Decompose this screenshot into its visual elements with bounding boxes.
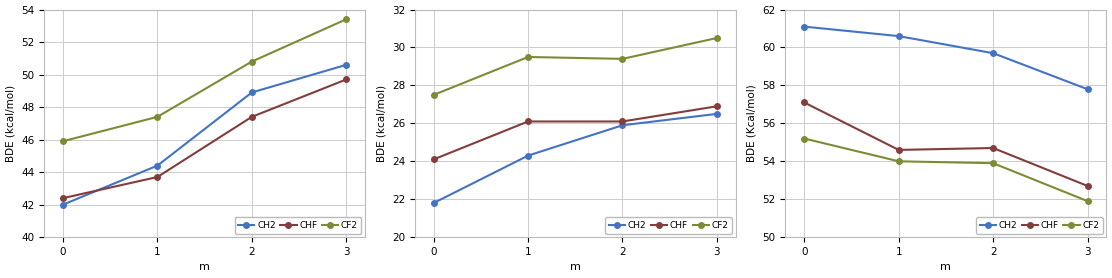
Y-axis label: BDE (Kcal/mol): BDE (Kcal/mol) <box>747 85 757 162</box>
CH2 <box>57 203 70 206</box>
CHF <box>616 120 629 123</box>
Line: CF2: CF2 <box>802 136 1091 204</box>
CHF <box>892 148 905 152</box>
CF2 <box>892 160 905 163</box>
CF2 <box>151 115 165 118</box>
Line: CH2: CH2 <box>430 111 719 206</box>
CHF <box>522 120 535 123</box>
CH2 <box>892 34 905 38</box>
CF2 <box>339 18 353 21</box>
CF2 <box>57 140 70 143</box>
Legend: CH2, CHF, CF2: CH2, CHF, CF2 <box>976 217 1103 234</box>
Legend: CH2, CHF, CF2: CH2, CHF, CF2 <box>235 217 361 234</box>
CHF <box>57 197 70 200</box>
CH2 <box>427 201 440 205</box>
CH2 <box>797 25 811 28</box>
CF2 <box>427 93 440 96</box>
CHF <box>245 115 258 118</box>
Y-axis label: BDE (kcal/mol): BDE (kcal/mol) <box>376 85 386 162</box>
CH2 <box>986 51 1000 55</box>
Line: CF2: CF2 <box>430 35 719 98</box>
CH2 <box>1081 88 1094 91</box>
Line: CH2: CH2 <box>60 62 349 207</box>
CF2 <box>711 36 724 40</box>
CHF <box>986 146 1000 150</box>
CF2 <box>245 60 258 63</box>
X-axis label: m: m <box>199 262 210 272</box>
X-axis label: m: m <box>569 262 580 272</box>
CH2 <box>616 124 629 127</box>
CH2 <box>339 63 353 66</box>
CH2 <box>245 91 258 94</box>
X-axis label: m: m <box>941 262 952 272</box>
CH2 <box>522 154 535 157</box>
CHF <box>151 175 165 179</box>
CHF <box>339 78 353 81</box>
CF2 <box>616 57 629 61</box>
Y-axis label: BDE (kcal/mol): BDE (kcal/mol) <box>6 85 16 162</box>
CF2 <box>522 55 535 59</box>
CHF <box>797 101 811 104</box>
Legend: CH2, CHF, CF2: CH2, CHF, CF2 <box>605 217 732 234</box>
CHF <box>711 105 724 108</box>
CF2 <box>1081 199 1094 203</box>
Line: CH2: CH2 <box>802 24 1091 92</box>
CF2 <box>797 137 811 140</box>
Line: CF2: CF2 <box>60 16 349 144</box>
Line: CHF: CHF <box>430 103 719 162</box>
Line: CHF: CHF <box>802 100 1091 189</box>
CH2 <box>151 164 165 167</box>
Line: CHF: CHF <box>60 77 349 201</box>
CF2 <box>986 162 1000 165</box>
CHF <box>1081 184 1094 188</box>
CH2 <box>711 112 724 116</box>
CHF <box>427 158 440 161</box>
